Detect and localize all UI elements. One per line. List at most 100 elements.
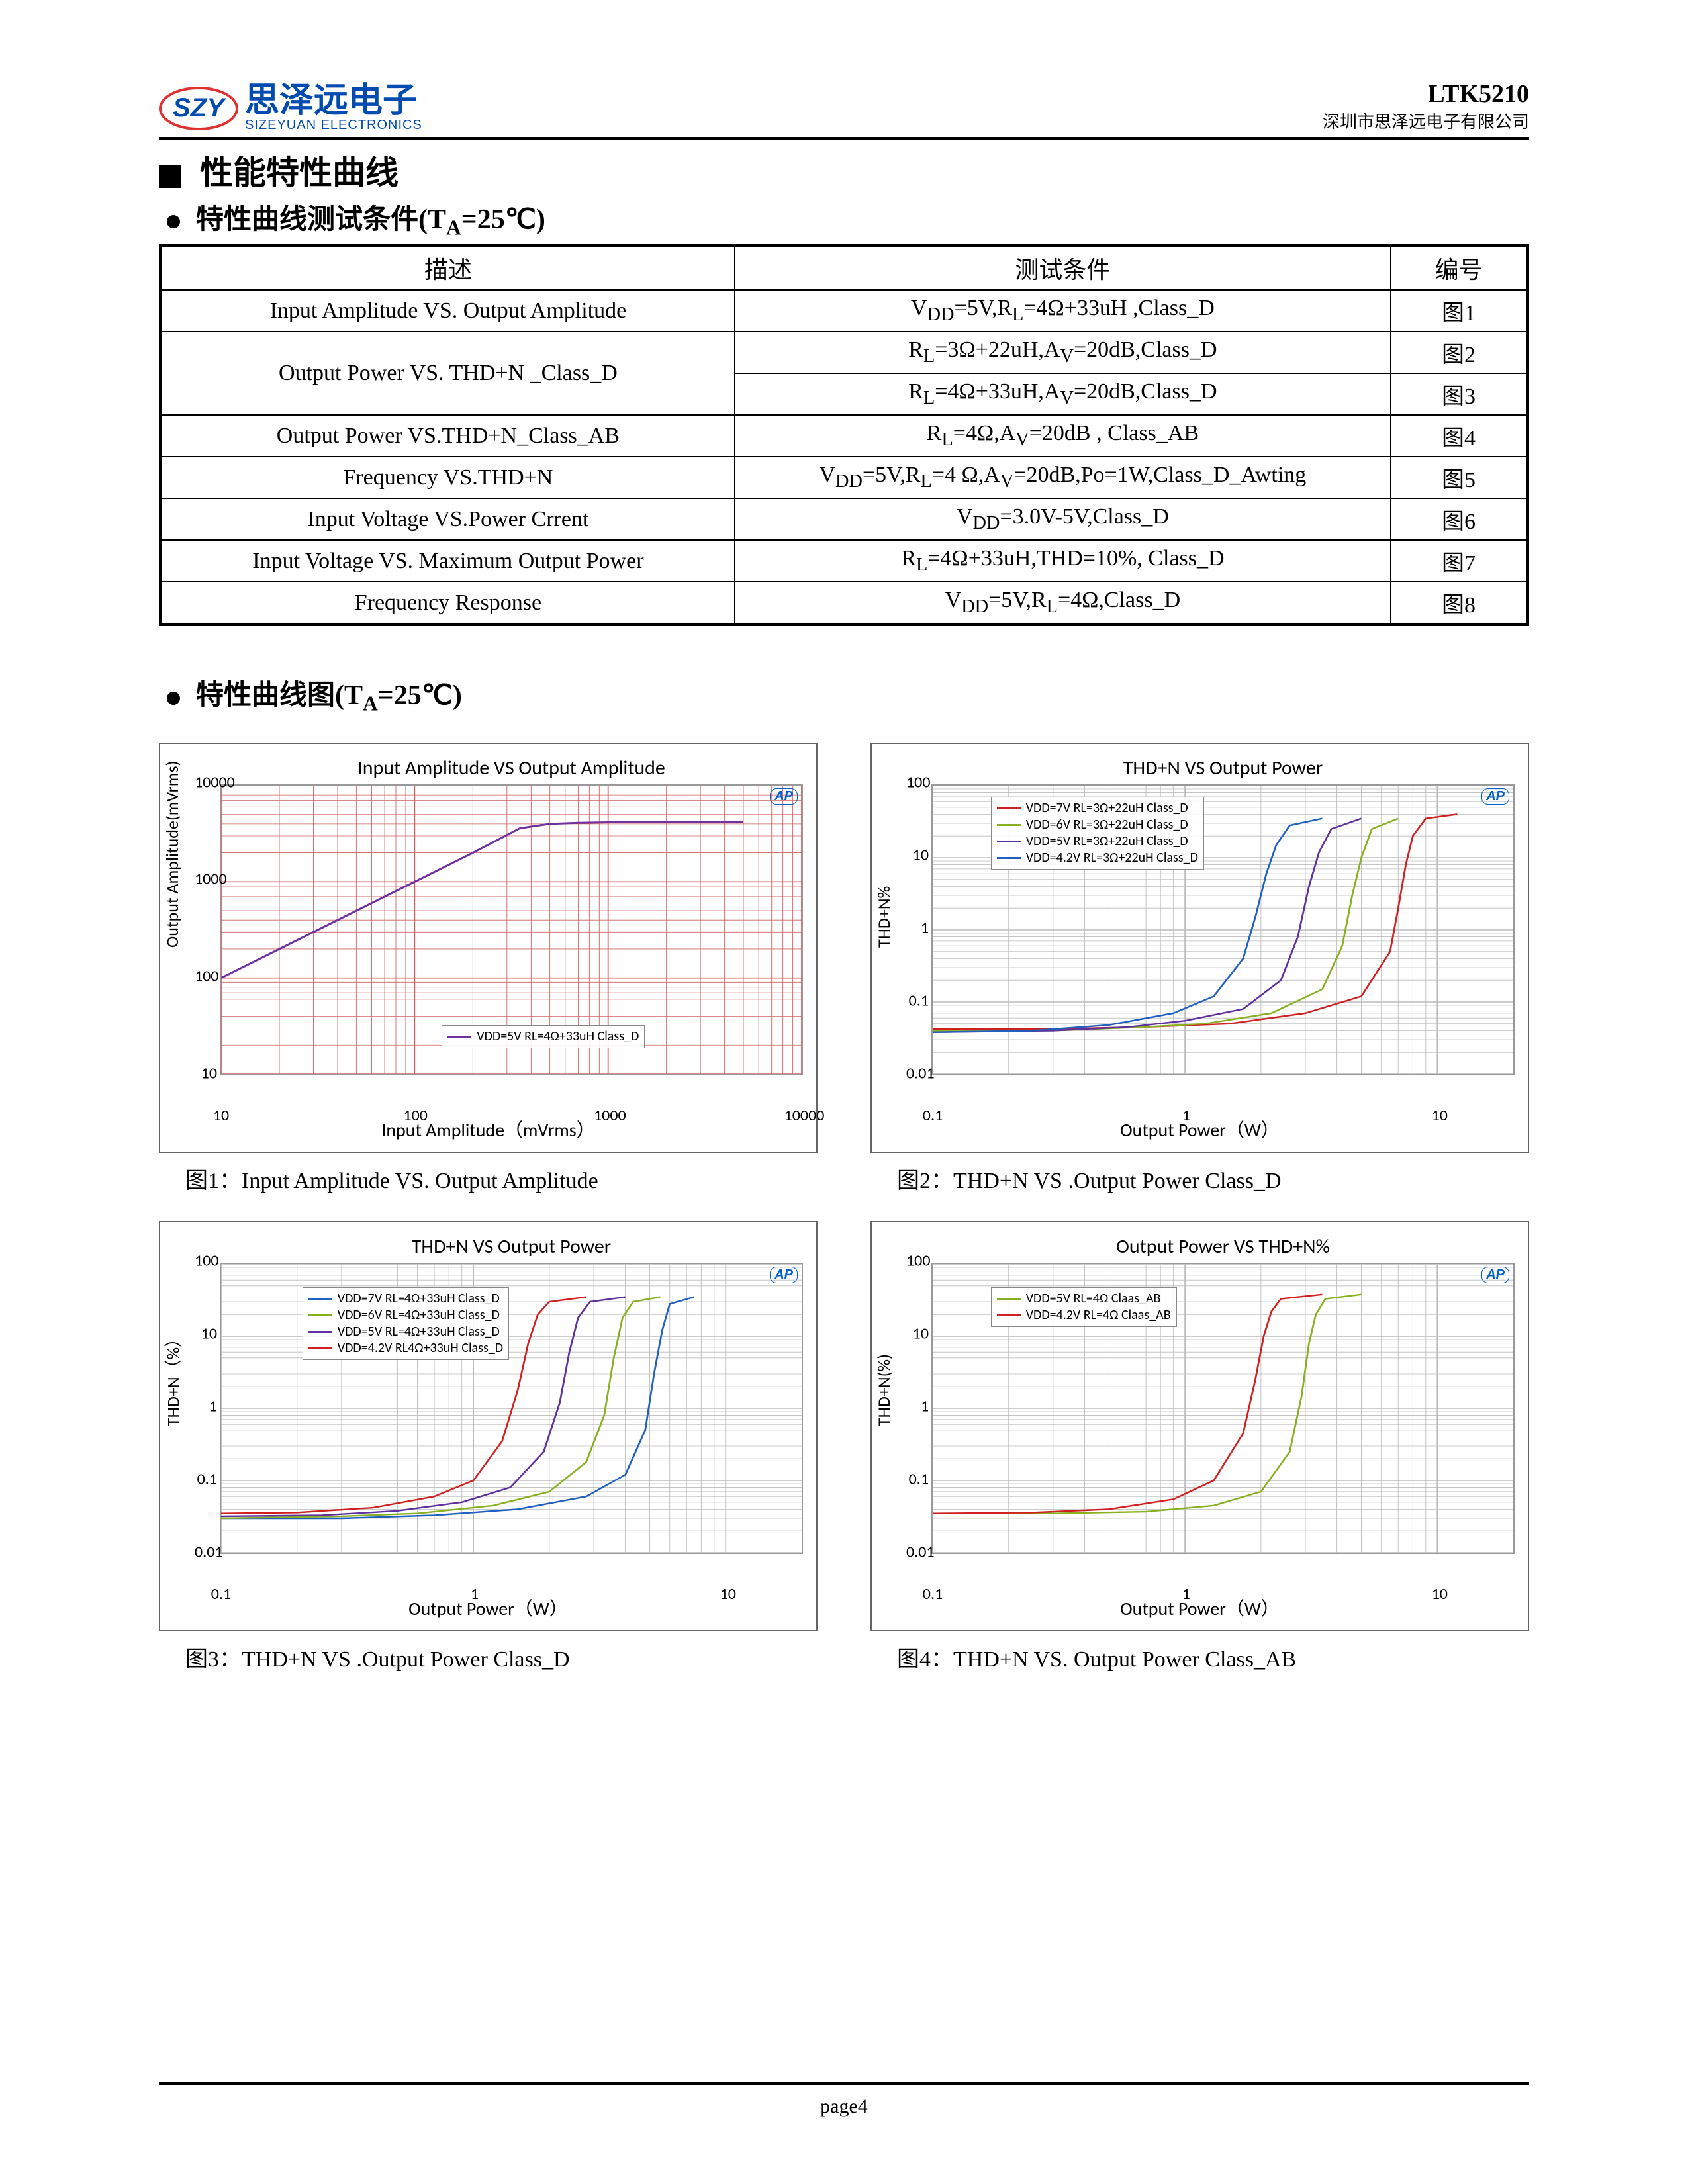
chart-ytick: 0.01 (906, 1064, 929, 1083)
table-row: Frequency VS.THD+NVDD=5V,RL=4 Ω,AV=20dB,… (161, 457, 1528, 498)
legend-label: VDD=6V RL=3Ω+22uH Class_D (1026, 817, 1188, 833)
charts-grid: Input Amplitude VS Output AmplitudeOutpu… (159, 743, 1529, 1673)
chart-caption: 图3：THD+N VS .Output Power Class_D (159, 1641, 818, 1673)
table-row: Output Power VS. THD+N _Class_DRL=3Ω+22u… (161, 332, 1528, 373)
chart-ytick: 1 (195, 1396, 217, 1416)
chart-caption: 图1：Input Amplitude VS. Output Amplitude (159, 1162, 818, 1195)
chart-legend: VDD=5V RL=4Ω Claas_ABVDD=4.2V RL=4Ω Claa… (991, 1287, 1177, 1327)
chart-box: Output Power VS THD+N% THD+N(%) AP VDD=5V R… (870, 1221, 1529, 1631)
legend-row: VDD=6V RL=4Ω+33uH Class_D (308, 1307, 503, 1324)
logo-block: SZY 思泽远电子 SIZEYUAN ELECTRONICS (159, 83, 422, 133)
cell-num: 图5 (1391, 457, 1528, 498)
legend-row: VDD=7V RL=3Ω+22uH Class_D (997, 800, 1198, 817)
th-cond: 测试条件 (735, 246, 1391, 291)
page-header: SZY 思泽远电子 SIZEYUAN ELECTRONICS LTK5210 深… (159, 79, 1529, 140)
chart-caption: 图4：THD+N VS. Output Power Class_AB (870, 1641, 1529, 1673)
cond-sub: A (446, 216, 461, 239)
th-desc: 描述 (161, 246, 735, 291)
table-row: Input Amplitude VS. Output AmplitudeVDD=… (161, 290, 1528, 332)
chart-plot-area: APVDD=7V RL=3Ω+22uH Class_DVDD=6V RL=3Ω+… (931, 784, 1515, 1075)
chart-ytick: 0.1 (906, 991, 929, 1010)
chart-cell: Input Amplitude VS Output AmplitudeOutpu… (159, 743, 818, 1195)
legend-swatch-icon (997, 841, 1021, 842)
cell-num: 图1 (1391, 290, 1528, 332)
chart-ytick: 10 (906, 1324, 929, 1343)
cell-desc: Output Power VS.THD+N_Class_AB (161, 415, 735, 457)
chart-ytick: 0.1 (195, 1469, 217, 1488)
legend-row: VDD=5V RL=3Ω+22uH Class_D (997, 833, 1198, 850)
table-row: Input Voltage VS. Maximum Output PowerRL… (161, 540, 1528, 582)
dot-bullet-icon (167, 215, 180, 228)
cell-num: 图3 (1391, 373, 1528, 415)
chart-ytick: 100 (195, 1251, 217, 1270)
cell-desc: Output Power VS. THD+N _Class_D (161, 332, 735, 415)
legend-label: VDD=5V RL=4Ω+33uH Class_D (338, 1324, 500, 1340)
chart-ylabel: Output Amplitude(mVrms) (162, 760, 183, 948)
legend-label: VDD=6V RL=4Ω+33uH Class_D (338, 1307, 500, 1324)
chart-xlabel: Output Power（W） (872, 1594, 1528, 1621)
graphs-suffix: =25℃) (378, 680, 462, 711)
chart-ytick: 1 (906, 918, 929, 937)
legend-row: VDD=5V RL=4Ω+33uH Class_D (308, 1324, 503, 1340)
chart-box: Input Amplitude VS Output AmplitudeOutpu… (159, 743, 818, 1153)
cell-desc: Input Amplitude VS. Output Amplitude (161, 290, 735, 332)
chart-plot-area: AP VDD=5V RL=4Ω Claas_ABVDD=4.2V RL=4Ω Cl… (931, 1263, 1515, 1554)
cell-desc: Input Voltage VS. Maximum Output Power (161, 540, 735, 582)
legend-row: VDD=5V RL=4Ω+33uH Class_D (447, 1028, 639, 1045)
chart-ytick: 10000 (195, 772, 217, 792)
cell-cond: RL=3Ω+22uH,AV=20dB,Class_D (735, 332, 1391, 373)
cell-cond: VDD=3.0V-5V,Class_D (735, 498, 1391, 540)
header-right: LTK5210 深圳市思泽远电子有限公司 (1323, 79, 1529, 133)
legend-label: VDD=5V RL=3Ω+22uH Class_D (1026, 833, 1188, 850)
cell-desc: Input Voltage VS.Power Crrent (161, 498, 735, 540)
chart-box: THD+N VS Output Power THD+N（%） APVDD=7V RL… (159, 1221, 818, 1631)
cell-num: 图2 (1391, 332, 1528, 373)
cond-prefix: 特性曲线测试条件(T (196, 205, 446, 235)
legend-label: VDD=7V RL=3Ω+22uH Class_D (1026, 800, 1188, 817)
part-number: LTK5210 (1323, 79, 1529, 109)
legend-row: VDD=4.2V RL4Ω+33uH Class_D (308, 1340, 503, 1357)
legend-swatch-icon (308, 1331, 332, 1333)
page-number: page4 (0, 2095, 1688, 2118)
chart-ytick: 0.01 (906, 1542, 929, 1561)
chart-ytick: 0.01 (195, 1542, 217, 1561)
logo-text-cn: 思泽远电子 (245, 83, 422, 118)
section-title-main: 性能特性曲线 (159, 146, 1529, 194)
chart-plot-area: APVDD=7V RL=4Ω+33uH Class_DVDD=6V RL=4Ω+… (220, 1263, 803, 1554)
legend-label: VDD=5V RL=4Ω+33uH Class_D (477, 1028, 639, 1045)
legend-swatch-icon (997, 1314, 1021, 1316)
legend-swatch-icon (308, 1314, 332, 1316)
legend-row: VDD=5V RL=4Ω Claas_AB (997, 1291, 1171, 1307)
chart-ylabel: THD+N（%） (160, 1330, 185, 1426)
table-row: Output Power VS.THD+N_Class_ABRL=4Ω,AV=2… (161, 415, 1528, 457)
legend-row: VDD=4.2V RL=4Ω Claas_AB (997, 1307, 1171, 1324)
legend-swatch-icon (997, 857, 1021, 859)
chart-cell: THD+N VS Output PowerTHD+N%APVDD=7V RL=3… (870, 743, 1529, 1195)
legend-label: VDD=4.2V RL=4Ω Claas_AB (1026, 1307, 1171, 1324)
chart-ylabel: THD+N(%) (873, 1354, 894, 1426)
th-num: 编号 (1391, 246, 1528, 291)
cell-cond: RL=4Ω+33uH,AV=20dB,Class_D (735, 373, 1391, 415)
chart-ytick: 1 (906, 1396, 929, 1416)
chart-cell: Output Power VS THD+N% THD+N(%) AP VDD=5V R… (870, 1221, 1529, 1673)
chart-caption: 图2：THD+N VS .Output Power Class_D (870, 1162, 1529, 1195)
company-name: 深圳市思泽远电子有限公司 (1323, 109, 1529, 133)
legend-swatch-icon (308, 1347, 332, 1349)
chart-xlabel: Output Power（W） (872, 1116, 1528, 1142)
chart-title: Output Power VS THD+N% (931, 1234, 1515, 1259)
chart-title: THD+N VS Output Power (220, 1234, 803, 1259)
section-title-main-text: 性能特性曲线 (200, 154, 399, 191)
chart-ytick: 1000 (195, 870, 217, 889)
legend-swatch-icon (997, 824, 1021, 826)
cell-cond: RL=4Ω,AV=20dB , Class_AB (735, 415, 1391, 457)
ap-badge-icon: AP (1481, 1267, 1509, 1283)
chart-title: THD+N VS Output Power (931, 756, 1515, 780)
cell-desc: Frequency Response (161, 582, 735, 625)
cell-cond: VDD=5V,RL=4Ω+33uH ,Class_D (735, 290, 1391, 332)
ap-badge-icon: AP (770, 1267, 798, 1283)
chart-plot-area: APVDD=5V RL=4Ω+33uH Class_D (220, 784, 803, 1075)
table-row: Frequency ResponseVDD=5V,RL=4Ω,Class_D图8 (161, 582, 1528, 625)
chart-ytick: 10 (906, 845, 929, 864)
chart-ytick: 10 (195, 1324, 217, 1343)
cell-num: 图4 (1391, 415, 1528, 457)
